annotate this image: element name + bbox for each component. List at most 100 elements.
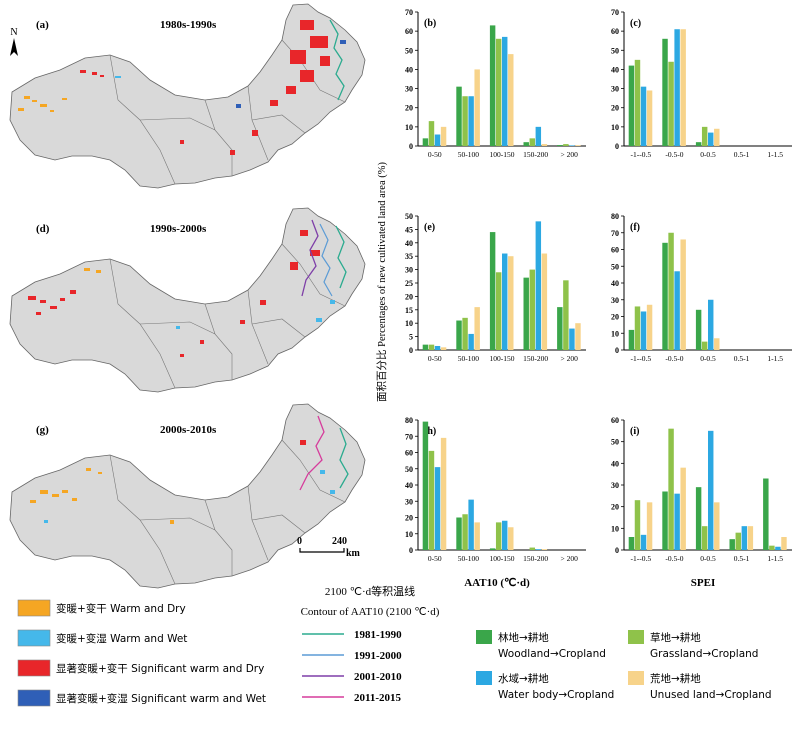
bar bbox=[701, 126, 708, 146]
bar bbox=[456, 517, 462, 550]
y-tick-label: 70 bbox=[405, 432, 413, 441]
bar bbox=[646, 304, 653, 350]
chart-h: 0 10 20 30 40 50 60 70 80 (h) 0-50 50-100 100-150 150… bbox=[405, 416, 586, 563]
contour-label: 2001-2010 bbox=[354, 671, 402, 683]
bar bbox=[634, 59, 641, 146]
bar bbox=[575, 323, 581, 350]
bar bbox=[708, 299, 714, 350]
bar bbox=[695, 487, 702, 550]
conversion-label-cn: 荒地→耕地 bbox=[650, 672, 701, 685]
bar bbox=[701, 341, 708, 350]
bar bbox=[495, 272, 502, 350]
x-tick-label: -1--0.5 bbox=[630, 354, 651, 363]
bar bbox=[502, 253, 508, 350]
y-tick-label: 0 bbox=[615, 142, 619, 151]
bar bbox=[462, 514, 468, 550]
bar bbox=[508, 527, 514, 550]
map-panel-g bbox=[9, 403, 366, 589]
north-arrow-icon: N bbox=[10, 27, 18, 56]
climate-label: 显著变暖+变干 Significant warm and Dry bbox=[56, 662, 264, 675]
contour-label: 2011-2015 bbox=[354, 692, 402, 704]
bar bbox=[575, 145, 581, 146]
panel-label: (f) bbox=[630, 222, 640, 233]
x-tick-label: 0-0.5 bbox=[700, 554, 716, 563]
north-label: N bbox=[10, 27, 17, 38]
y-tick-label: 40 bbox=[405, 65, 413, 74]
bar bbox=[662, 491, 668, 550]
contour-1981-g bbox=[339, 427, 349, 489]
bar bbox=[489, 232, 496, 350]
climate-label: 变暖+变湿 Warm and Wet bbox=[56, 632, 187, 645]
x-tick-label: 0-0.5 bbox=[700, 354, 716, 363]
conversion-legend: 林地→耕地 Woodland→Cropland 草地→耕地 Grassland→Cro… bbox=[476, 630, 772, 701]
x-tick-label: 0.5-1 bbox=[734, 354, 750, 363]
climate-swatch bbox=[17, 599, 51, 617]
bar bbox=[474, 69, 480, 146]
bar bbox=[502, 36, 508, 147]
y-tick-label: 5 bbox=[409, 333, 413, 342]
bar bbox=[541, 253, 548, 350]
y-tick-label: 20 bbox=[611, 313, 619, 322]
x-tick-label: 50-100 bbox=[458, 554, 479, 563]
scale-unit: km bbox=[346, 548, 361, 559]
conversion-swatch bbox=[628, 671, 644, 685]
bar bbox=[634, 306, 641, 350]
bar bbox=[646, 90, 653, 146]
contour-legend: 1981-1990 1991-2000 2001-2010 2011-2015 bbox=[302, 629, 402, 704]
bar bbox=[489, 548, 496, 550]
x-tick-label: 150-200 bbox=[523, 554, 548, 563]
x-tick-label: 1-1.5 bbox=[767, 354, 783, 363]
x-tick-label: 150-200 bbox=[523, 354, 548, 363]
y-tick-label: 10 bbox=[611, 329, 619, 338]
y-tick-label: 80 bbox=[405, 416, 413, 425]
region-map-g bbox=[9, 403, 366, 589]
scale-bar: 0 240 km bbox=[297, 536, 361, 559]
bar bbox=[763, 478, 769, 550]
bar bbox=[747, 526, 754, 550]
y-tick-label: 10 bbox=[405, 319, 413, 328]
climate-swatch bbox=[17, 689, 51, 707]
bar bbox=[508, 54, 514, 146]
contour-label: 1991-2000 bbox=[354, 650, 402, 662]
contour-1981-d bbox=[335, 225, 347, 289]
y-tick-label: 30 bbox=[611, 481, 619, 490]
y-axis-label: 面积百分比 Percentages of new cultivated land… bbox=[375, 162, 388, 402]
conversion-swatch bbox=[628, 630, 644, 644]
region-map-a bbox=[9, 3, 366, 189]
y-tick-label: 40 bbox=[405, 481, 413, 490]
bar bbox=[495, 38, 502, 146]
y-tick-label: 0 bbox=[409, 142, 413, 151]
conversion-label-cn: 草地→耕地 bbox=[650, 631, 701, 644]
bar bbox=[668, 61, 674, 147]
x-tick-label: -1--0.5 bbox=[630, 554, 651, 563]
bar bbox=[674, 493, 680, 550]
map-title-d: 1990s-2000s bbox=[150, 223, 207, 235]
y-tick-label: 50 bbox=[611, 438, 619, 447]
x-tick-label: 150-200 bbox=[523, 150, 548, 159]
bar bbox=[535, 549, 542, 550]
panel-label: (b) bbox=[424, 18, 436, 29]
contour-title-en: Contour of AAT10 (2100 ℃·d) bbox=[301, 606, 440, 618]
bar bbox=[628, 65, 635, 146]
y-tick-label: 60 bbox=[405, 449, 413, 458]
bar bbox=[495, 522, 502, 550]
bar bbox=[535, 126, 542, 146]
bar bbox=[701, 526, 708, 550]
bar bbox=[434, 345, 441, 350]
y-tick-label: 10 bbox=[405, 123, 413, 132]
bar bbox=[668, 428, 674, 550]
bar bbox=[640, 534, 647, 550]
y-tick-label: 30 bbox=[405, 266, 413, 275]
panel-label: (c) bbox=[630, 18, 641, 29]
x-tick-label: 50-100 bbox=[458, 150, 479, 159]
bar bbox=[634, 500, 641, 550]
province-borders-a bbox=[109, 39, 346, 185]
y-tick-label: 70 bbox=[611, 229, 619, 238]
y-tick-label: 0 bbox=[409, 346, 413, 355]
x-tick-label: 100-150 bbox=[490, 354, 515, 363]
y-tick-label: 40 bbox=[405, 239, 413, 248]
y-tick-label: 50 bbox=[405, 46, 413, 55]
bar bbox=[468, 96, 474, 146]
conversion-label-cn: 水域→耕地 bbox=[498, 672, 549, 685]
conversion-label-en: Water body→Cropland bbox=[498, 689, 614, 701]
